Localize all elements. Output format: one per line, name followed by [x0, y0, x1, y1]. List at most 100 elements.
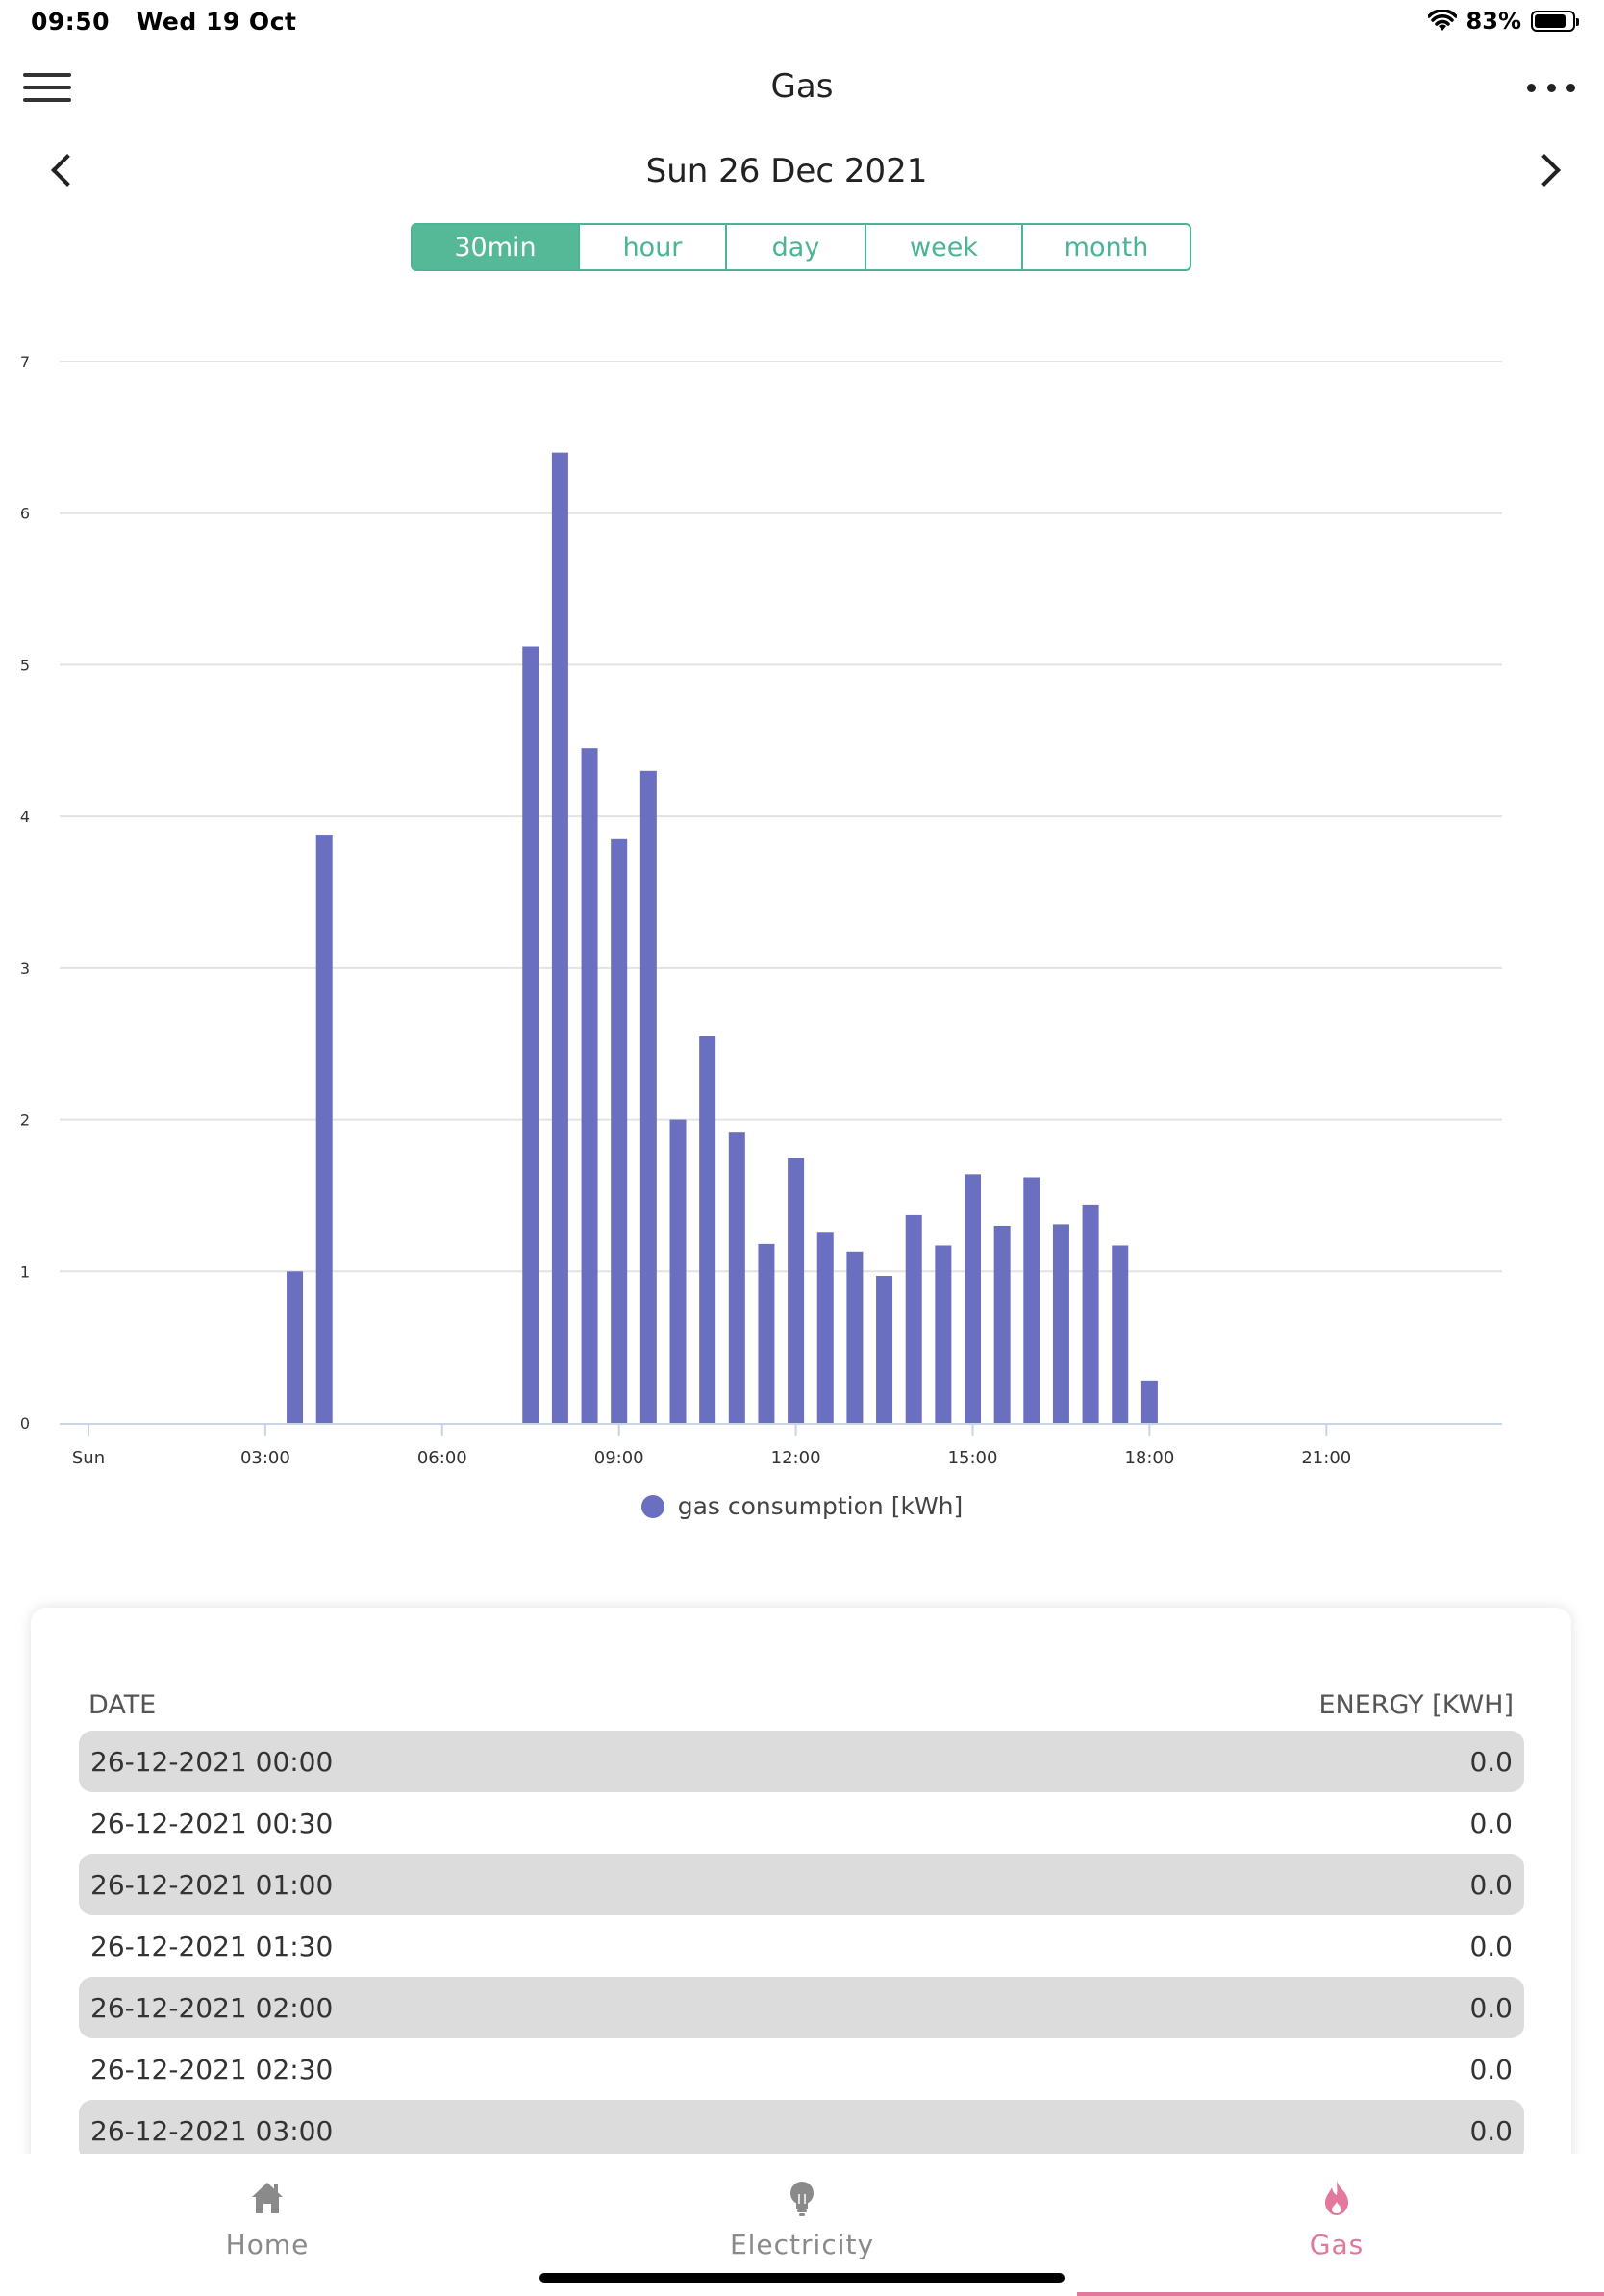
- x-tick-label: 21:00: [1301, 1448, 1351, 1468]
- segment-day[interactable]: day: [727, 225, 866, 269]
- flame-icon: [1325, 2181, 1348, 2215]
- battery-percent: 83%: [1466, 8, 1521, 35]
- status-right: 83%: [1427, 8, 1579, 35]
- table-row: 26-12-2021 00:30 0.0: [79, 1792, 1524, 1854]
- table-row: 26-12-2021 01:30 0.0: [79, 1915, 1524, 1977]
- row-date: 26-12-2021 02:30: [90, 2053, 334, 2085]
- bar: [639, 770, 657, 1423]
- row-energy: 0.0: [1469, 2114, 1513, 2147]
- table-row: 26-12-2021 02:00 0.0: [79, 1977, 1524, 2038]
- table-header: DATE ENERGY [KWH]: [88, 1690, 1514, 1720]
- bar: [965, 1174, 981, 1423]
- y-tick-label: 0: [20, 1414, 30, 1433]
- battery-fill: [1535, 14, 1566, 28]
- segment-month[interactable]: month: [1064, 232, 1149, 262]
- x-tick-label: 18:00: [1124, 1448, 1174, 1468]
- more-dot-icon: [1527, 83, 1536, 92]
- bar: [581, 748, 598, 1423]
- bar: [993, 1225, 1011, 1423]
- wifi-icon: [1427, 10, 1457, 31]
- bar: [669, 1119, 687, 1423]
- bar: [905, 1214, 922, 1423]
- menu-button[interactable]: [23, 73, 71, 106]
- bar: [1140, 1380, 1158, 1423]
- legend-swatch: [640, 1494, 664, 1518]
- bar: [522, 646, 539, 1423]
- menu-line: [23, 73, 71, 77]
- home-icon: [252, 2183, 283, 2213]
- row-energy: 0.0: [1469, 2053, 1513, 2085]
- bar: [1023, 1177, 1040, 1423]
- bar: [876, 1276, 893, 1423]
- table-row: 26-12-2021 03:00 0.0: [79, 2100, 1524, 2161]
- more-dot-icon: [1566, 83, 1575, 92]
- x-tick-label: Sun: [72, 1448, 105, 1468]
- y-tick-label: 7: [20, 353, 30, 371]
- lightbulb-icon: [790, 2182, 814, 2216]
- table-row: 26-12-2021 02:30 0.0: [79, 2038, 1524, 2100]
- home-indicator: [539, 2273, 1065, 2283]
- status-time: 09:50 Wed 19 Oct: [31, 8, 297, 36]
- bar: [699, 1036, 716, 1423]
- row-date: 26-12-2021 02:00: [90, 1991, 334, 2024]
- gas-consumption-chart: 0 1 2 3 4 5 6 7 Sun 03:00 06:00 09:00 12:00 15:00 18:0…: [20, 353, 1502, 1468]
- column-header-date: DATE: [88, 1690, 157, 1720]
- segment-week[interactable]: week: [866, 225, 1023, 269]
- bar: [816, 1232, 834, 1423]
- table-row: 26-12-2021 01:00 0.0: [79, 1854, 1524, 1915]
- bar: [846, 1251, 864, 1423]
- row-energy: 0.0: [1469, 1745, 1513, 1778]
- table-row: 26-12-2021 00:00 0.0: [79, 1731, 1524, 1792]
- row-date: 26-12-2021 00:30: [90, 1807, 334, 1839]
- row-date: 26-12-2021 00:00: [90, 1745, 334, 1778]
- y-tick-label: 3: [20, 960, 30, 978]
- row-energy: 0.0: [1469, 1807, 1513, 1839]
- bar: [728, 1132, 745, 1423]
- segment-hour[interactable]: hour: [580, 225, 727, 269]
- interval-selector: 30min hour day week month: [411, 223, 1191, 271]
- bar: [611, 838, 628, 1423]
- consumption-table: DATE ENERGY [KWH] 26-12-2021 00:00 0.0 2…: [31, 1608, 1571, 2184]
- bar: [1082, 1204, 1099, 1423]
- date-navigation: Sun 26 Dec 2021: [0, 144, 1604, 202]
- x-tick-label: 12:00: [771, 1448, 821, 1468]
- bar: [551, 452, 568, 1424]
- bar: [788, 1158, 805, 1423]
- segment-30min[interactable]: 30min: [413, 225, 580, 269]
- y-tick-label: 5: [20, 656, 30, 674]
- y-tick-label: 1: [20, 1262, 30, 1281]
- tab-home-label: Home: [225, 2229, 310, 2260]
- tab-electricity-label: Electricity: [729, 2229, 875, 2260]
- bottom-tab-bar: Home Electricity Gas: [0, 2154, 1604, 2296]
- active-tab-indicator: [1077, 2292, 1604, 2296]
- status-bar: 09:50 Wed 19 Oct 83%: [0, 0, 1604, 46]
- x-tick-label: 03:00: [240, 1448, 290, 1468]
- x-tick-label: 15:00: [948, 1448, 998, 1468]
- tab-gas-label: Gas: [1309, 2229, 1365, 2260]
- battery-nub: [1576, 18, 1579, 26]
- x-tick-label: 09:00: [594, 1448, 644, 1468]
- legend-label: gas consumption [kWh]: [677, 1492, 964, 1520]
- row-date: 26-12-2021 01:30: [90, 1930, 334, 1962]
- tab-gas[interactable]: Gas: [1069, 2179, 1604, 2260]
- date-label: Sun 26 Dec 2021: [645, 152, 928, 190]
- row-energy: 0.0: [1469, 1991, 1513, 2024]
- chart-legend: gas consumption [kWh]: [0, 1492, 1604, 1520]
- row-date: 26-12-2021 03:00: [90, 2114, 334, 2147]
- menu-line: [23, 86, 71, 89]
- page-title: Gas: [770, 67, 834, 106]
- more-options-button[interactable]: [1527, 73, 1575, 102]
- row-energy: 0.0: [1469, 1930, 1513, 1962]
- tab-home[interactable]: Home: [0, 2179, 535, 2260]
- more-dot-icon: [1546, 83, 1556, 92]
- bar: [287, 1271, 304, 1423]
- battery-icon: [1531, 11, 1579, 32]
- bar: [1052, 1224, 1069, 1423]
- tab-electricity[interactable]: Electricity: [535, 2179, 1069, 2260]
- row-energy: 0.0: [1469, 1868, 1513, 1901]
- y-tick-label: 2: [20, 1111, 30, 1130]
- x-tick-label: 06:00: [417, 1448, 467, 1468]
- bar: [758, 1243, 775, 1423]
- y-tick-label: 4: [20, 808, 30, 826]
- bar: [935, 1245, 952, 1423]
